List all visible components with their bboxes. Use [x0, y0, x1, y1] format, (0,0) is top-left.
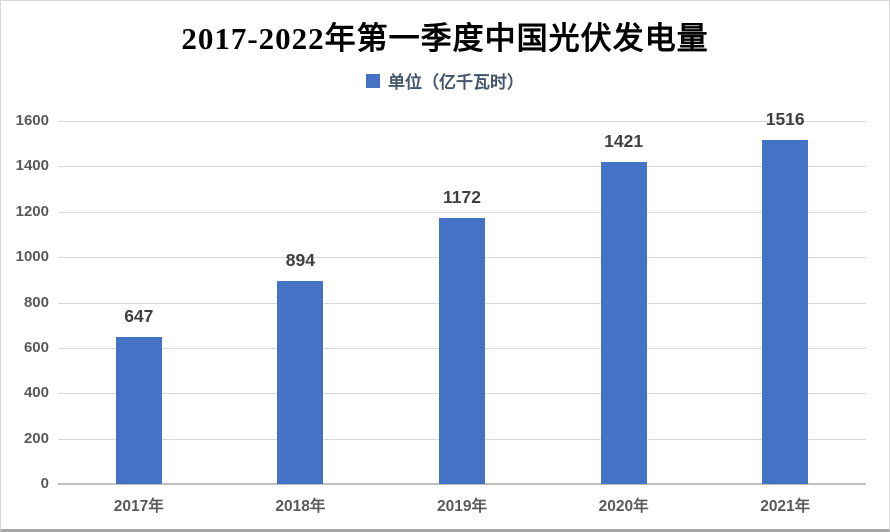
bar-2020年: [600, 161, 647, 484]
y-tick-label: 600: [23, 338, 49, 356]
y-tick-label: 0: [40, 475, 49, 492]
x-axis-line: [58, 483, 866, 485]
y-tick-label: 1200: [15, 202, 49, 220]
gridline: [58, 166, 866, 168]
x-axis-labels: 2017年 2018年 2019年 2020年 2021年: [1, 494, 889, 520]
x-tick-label: 2018年: [275, 498, 326, 515]
bar-2019年: [439, 218, 485, 484]
legend-label: 单位（亿千瓦时）: [388, 73, 524, 92]
data-label: 1421: [604, 130, 644, 151]
x-tick-label: 2021年: [760, 498, 811, 515]
data-label: 894: [285, 250, 315, 271]
bar-2021年: [762, 140, 809, 484]
data-label: 647: [124, 306, 154, 327]
bar-2018年: [277, 281, 324, 484]
x-tick-label: 2017年: [113, 498, 164, 515]
y-tick-label: 200: [23, 429, 49, 447]
x-tick-label: 2020年: [598, 498, 649, 515]
plot-area: 647 894 1172 1421 1516: [58, 109, 866, 485]
y-tick-label: 400: [23, 384, 49, 402]
data-label: 1172: [443, 187, 481, 208]
y-tick-label: 1000: [15, 248, 49, 266]
legend-marker-icon: [366, 73, 380, 88]
y-tick-label: 1600: [15, 112, 49, 129]
legend: 单位（亿千瓦时）: [1, 68, 889, 93]
x-tick-label: 2019年: [437, 498, 487, 515]
gridline: [58, 211, 866, 213]
y-tick-label: 800: [23, 293, 49, 311]
chart-title: 2017-2022年第一季度中国光伏发电量: [181, 21, 709, 56]
gridline: [58, 121, 866, 122]
y-tick-label: 1400: [15, 157, 49, 175]
data-label: 1516: [765, 109, 805, 130]
bar-2017年: [115, 337, 162, 484]
